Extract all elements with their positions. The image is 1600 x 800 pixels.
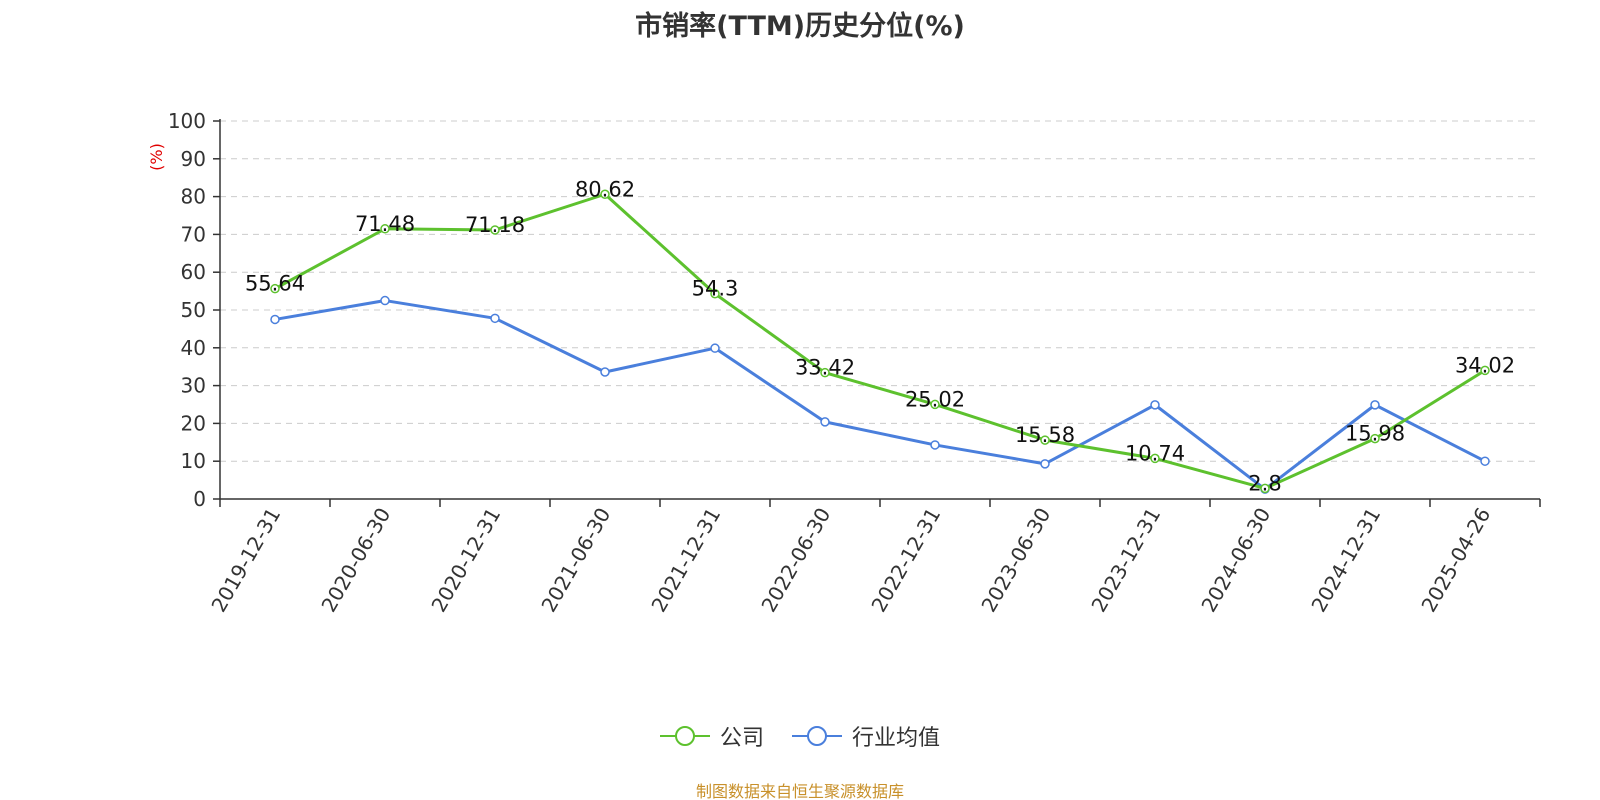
series-1-point-10: [1370, 400, 1380, 410]
series-0-point-9: [1260, 483, 1270, 494]
series-line-1: [274, 299, 1486, 491]
data-label-5: 33.42: [795, 356, 855, 380]
xtick-label-2019-12-31: 2019-12-31: [206, 504, 285, 617]
series-line-0: [274, 192, 1486, 490]
xtick-label-2024-12-31: 2024-12-31: [1306, 504, 1385, 617]
ytick-label-10: 10: [181, 449, 206, 473]
xtick-label-2021-06-30: 2021-06-30: [536, 504, 615, 617]
data-label-3: 80.62: [575, 177, 635, 201]
series-1-point-0: [270, 314, 280, 325]
xtick-label-2020-06-30: 2020-06-30: [316, 504, 395, 617]
data-label-4: 54.3: [692, 277, 739, 301]
legend-label-company: 公司: [719, 726, 764, 751]
series-1-point-7: [1040, 459, 1050, 469]
ytick-label-50: 50: [181, 298, 206, 322]
series-1-point-1: [380, 295, 390, 306]
series-0-point-10: [1370, 433, 1380, 444]
ytick-label-80: 80: [181, 185, 206, 209]
legend: 公司 行业均值: [0, 720, 1600, 752]
data-label-7: 15.58: [1015, 423, 1075, 447]
legend-item-industry-average[interactable]: 行业均值: [792, 720, 940, 752]
legend-item-company[interactable]: 公司: [659, 720, 764, 752]
xtick-label-2020-12-31: 2020-12-31: [426, 504, 505, 617]
source-note: 制图数据来自恒生聚源数据库: [695, 782, 904, 800]
series-0-point-2: [490, 225, 500, 235]
series-1-point-4: [710, 343, 720, 353]
xtick-label-2023-06-30: 2023-06-30: [976, 504, 1055, 617]
data-label-1: 71.48: [355, 212, 415, 236]
ytick-label-0: 0: [193, 487, 206, 511]
chart-title: 市销率(TTM)历史分位(%): [635, 11, 965, 42]
ytick-label-60: 60: [181, 260, 206, 284]
series-1-point-11: [1480, 456, 1490, 466]
data-label-11: 34.02: [1455, 353, 1515, 377]
ytick-label-90: 90: [181, 147, 206, 171]
series-1-point-3: [600, 367, 610, 377]
data-label-0: 55.64: [245, 272, 305, 296]
xtick-label-2022-06-30: 2022-06-30: [756, 504, 835, 617]
series-0-point-1: [380, 224, 390, 234]
data-label-10: 15.98: [1345, 422, 1405, 446]
xtick-label-2024-06-30: 2024-06-30: [1196, 504, 1275, 617]
ytick-label-30: 30: [181, 374, 206, 398]
legend-company-marker-icon: [659, 726, 710, 746]
xtick-label-2023-12-31: 2023-12-31: [1086, 504, 1165, 617]
series-1-point-2: [490, 313, 500, 324]
ytick-label-70: 70: [181, 222, 206, 246]
series-0-point-6: [930, 399, 940, 410]
series-1-point-5: [820, 417, 830, 427]
series-1-point-6: [930, 440, 940, 450]
series-0-point-8: [1150, 453, 1160, 464]
grid-lines: [220, 120, 1540, 462]
series-0-point-3: [600, 189, 610, 200]
data-labels: 55.64 71.48 71.18 80.62 54.3 33.42 25.02 15.58 1…: [245, 177, 1515, 495]
legend-label-industry-average: 行业均值: [852, 726, 941, 751]
series-0-point-5: [820, 367, 830, 378]
series-0-point-11: [1480, 365, 1490, 376]
xtick-label-2025-04-26: 2025-04-26: [1416, 504, 1495, 617]
series-0-point-0: [270, 283, 280, 294]
data-label-9: 2.8: [1248, 471, 1281, 495]
data-label-6: 25.02: [905, 387, 965, 411]
ytick-label-100: 100: [168, 109, 206, 133]
xtick-label-2021-12-31: 2021-12-31: [646, 504, 725, 617]
data-label-2: 71.18: [465, 213, 525, 237]
ytick-label-40: 40: [181, 336, 206, 360]
series-lines: [270, 189, 1490, 494]
data-label-8: 10.74: [1125, 441, 1185, 465]
legend-industry-marker-icon: [792, 726, 842, 746]
series-1-point-8: [1150, 400, 1160, 410]
ytick-label-20: 20: [181, 411, 206, 435]
series-0-point-4: [710, 288, 720, 299]
xtick-label-2022-12-31: 2022-12-31: [866, 504, 945, 617]
series-0-point-7: [1040, 435, 1050, 445]
y-axis-label: (%): [147, 143, 166, 171]
